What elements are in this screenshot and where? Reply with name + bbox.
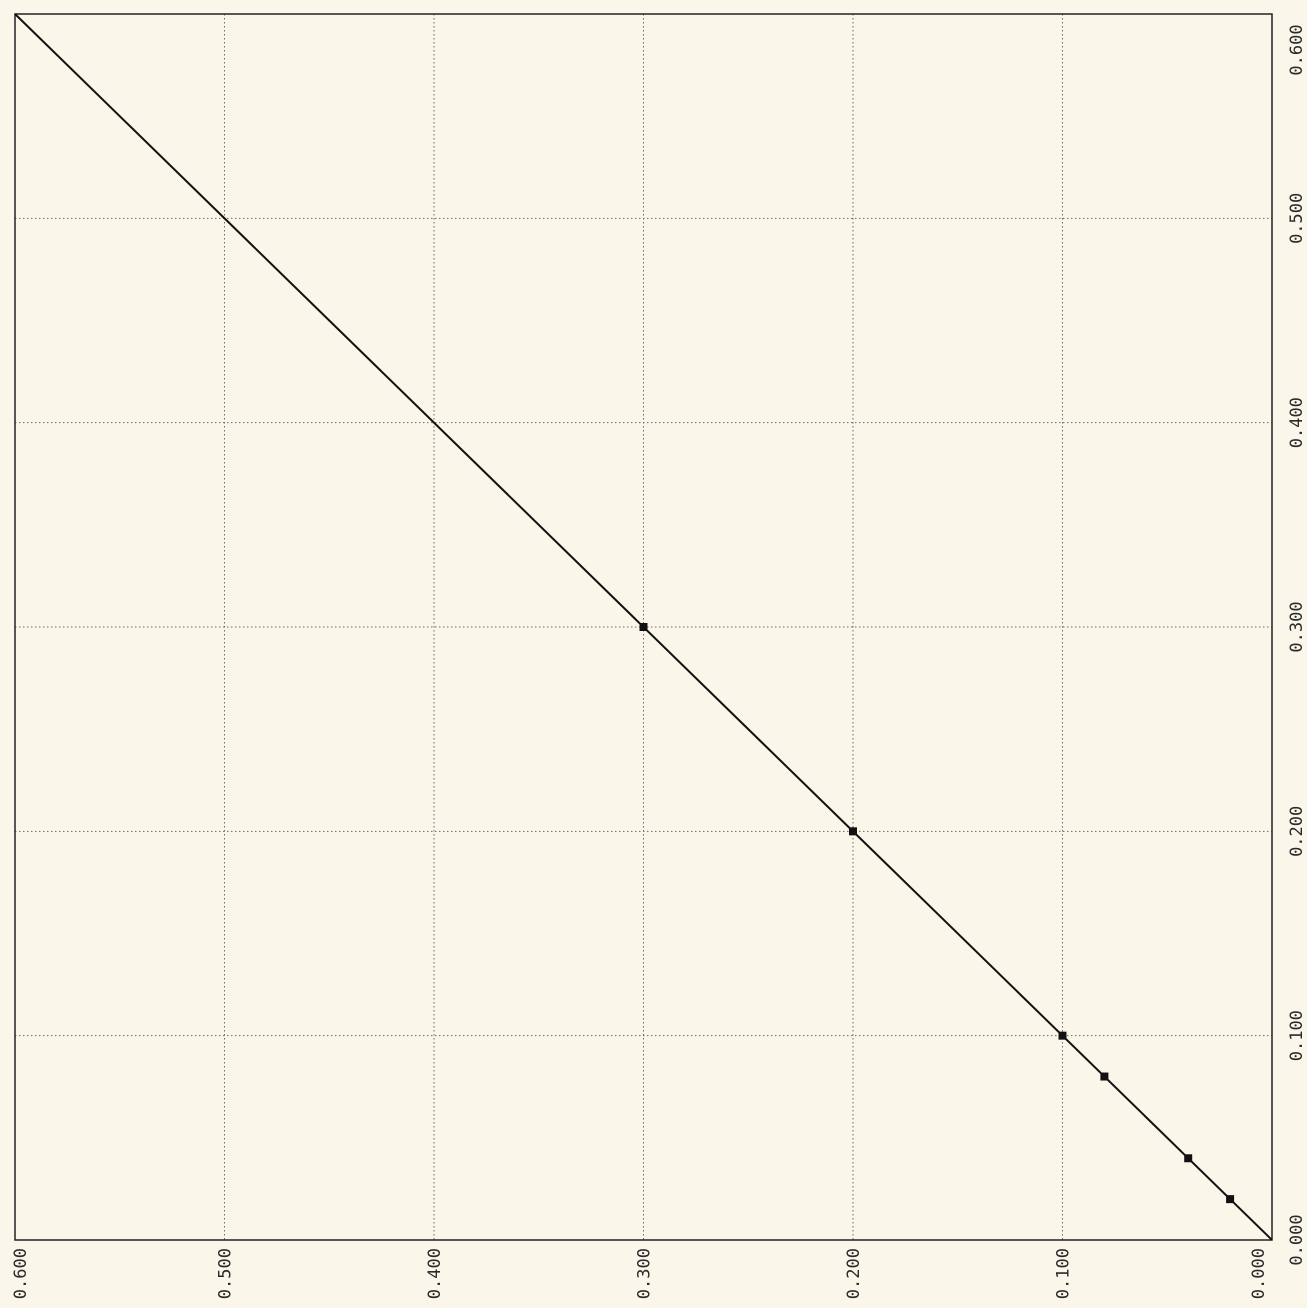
x-axis-tick-labels: 0.600 0.500 0.400 0.300 0.200 0.100 0.000 <box>11 1248 1269 1299</box>
x-tick-label: 0.400 <box>425 1248 445 1299</box>
data-point <box>1100 1072 1109 1081</box>
y-tick-label: 0.000 <box>1287 1214 1307 1265</box>
data-points <box>639 623 1235 1204</box>
x-tick-label: 0.500 <box>216 1248 236 1299</box>
y-tick-label: 0.400 <box>1287 397 1307 448</box>
x-tick-label: 0.100 <box>1054 1248 1074 1299</box>
y-tick-label: 0.600 <box>1287 24 1307 75</box>
data-point <box>639 623 648 631</box>
y-axis-tick-labels: 0.600 0.500 0.400 0.300 0.200 0.100 0.000 <box>1287 24 1307 1265</box>
y-tick-label: 0.100 <box>1287 1010 1307 1061</box>
y-tick-label: 0.200 <box>1287 806 1307 857</box>
y-tick-label: 0.300 <box>1287 601 1307 652</box>
data-point <box>1226 1195 1235 1204</box>
x-tick-label: 0.600 <box>11 1248 31 1299</box>
data-point <box>1058 1031 1067 1040</box>
data-point <box>1184 1154 1193 1163</box>
x-tick-label: 0.200 <box>844 1248 864 1299</box>
data-point <box>849 827 857 836</box>
x-tick-label: 0.300 <box>635 1248 655 1299</box>
y-tick-label: 0.500 <box>1287 193 1307 244</box>
plot-frame <box>14 13 1273 1241</box>
x-tick-label: 0.000 <box>1249 1248 1269 1299</box>
